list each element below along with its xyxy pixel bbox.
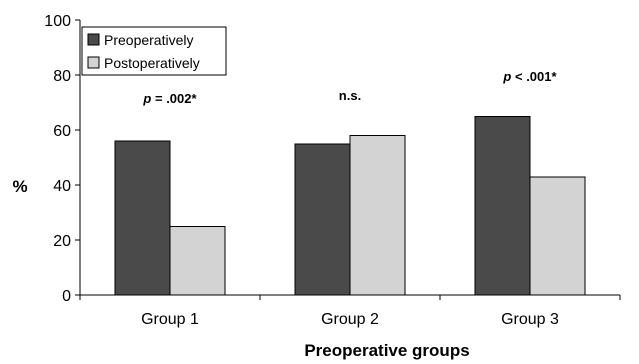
bar-postoperatively-group-2 <box>349 135 406 296</box>
significance-annotation: n.s. <box>339 88 361 103</box>
legend-label-preoperatively: Preoperatively <box>104 32 194 48</box>
significance-annotation: p = .002* <box>142 91 197 106</box>
y-axis-title: % <box>12 177 27 196</box>
bars <box>114 115 586 296</box>
significance-annotation: p < .001* <box>502 69 557 84</box>
x-category-label: Group 3 <box>501 311 559 328</box>
y-tick-label: 60 <box>53 123 71 140</box>
legend-swatch-postoperatively <box>87 56 100 69</box>
legend: Preoperatively Postoperatively <box>81 26 227 76</box>
y-axis: 0 20 40 60 80 100 <box>44 13 81 305</box>
y-tick-label: 80 <box>53 68 71 85</box>
y-tick-label: 40 <box>53 178 71 195</box>
annotations: p = .002* n.s. p < .001* <box>142 69 557 106</box>
bar-postoperatively-group-1 <box>169 225 226 296</box>
bar-preoperatively-group-3 <box>474 115 531 296</box>
bar-preoperatively-group-1 <box>114 140 171 296</box>
legend-box <box>81 26 227 76</box>
x-axis-title: Preoperative groups <box>304 341 469 360</box>
bar-preoperatively-group-2 <box>294 143 351 296</box>
x-axis: Group 1 Group 2 Group 3 <box>79 294 621 328</box>
y-tick-label: 20 <box>53 233 71 250</box>
legend-label-postoperatively: Postoperatively <box>104 55 200 71</box>
bar-postoperatively-group-3 <box>529 176 586 296</box>
y-tick-label: 0 <box>62 288 71 305</box>
y-tick-label: 100 <box>44 13 71 30</box>
legend-swatch-preoperatively <box>87 33 100 46</box>
x-category-label: Group 2 <box>321 311 379 328</box>
x-category-label: Group 1 <box>141 311 199 328</box>
